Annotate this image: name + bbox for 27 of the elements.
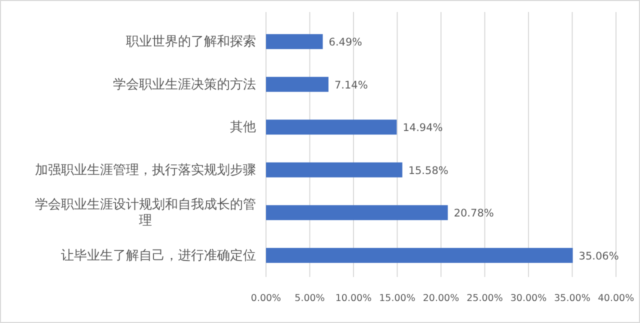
bar bbox=[266, 34, 323, 50]
y-tick-label: 让毕业生了解自己，进行准确定位 bbox=[61, 248, 256, 264]
data-label: 20.78% bbox=[454, 208, 494, 220]
y-tick-label: 加强职业生涯管理，执行落实规划步骤 bbox=[35, 162, 256, 178]
x-tick-label: 40.00% bbox=[598, 293, 634, 304]
x-tick-label: 0.00% bbox=[250, 293, 282, 304]
y-tick-label: 其他 bbox=[230, 120, 256, 136]
bar bbox=[266, 76, 328, 92]
y-tick-label: 职业世界的了解和探索 bbox=[126, 34, 256, 50]
x-tick-label: 5.00% bbox=[294, 293, 325, 304]
bar bbox=[266, 205, 448, 220]
x-tick-label: 10.00% bbox=[335, 293, 372, 304]
bar bbox=[266, 120, 397, 135]
data-label: 6.49% bbox=[328, 36, 362, 49]
data-label: 35.06% bbox=[578, 250, 619, 262]
y-tick-label: 学会职业生涯决策的方法 bbox=[113, 76, 256, 92]
bar bbox=[266, 248, 573, 263]
data-label: 7.14% bbox=[334, 79, 368, 92]
data-label: 15.58% bbox=[408, 164, 448, 177]
x-tick-label: 15.00% bbox=[379, 293, 416, 304]
x-tick-label: 35.00% bbox=[554, 293, 590, 304]
bar bbox=[266, 162, 402, 178]
x-tick-label: 30.00% bbox=[510, 293, 547, 304]
y-tick-label: 学会职业生涯设计规划和自我成长的管理 bbox=[35, 198, 256, 229]
x-tick-label: 20.00% bbox=[422, 293, 460, 304]
data-label: 14.94% bbox=[402, 122, 443, 134]
x-tick-label: 25.00% bbox=[466, 293, 503, 304]
